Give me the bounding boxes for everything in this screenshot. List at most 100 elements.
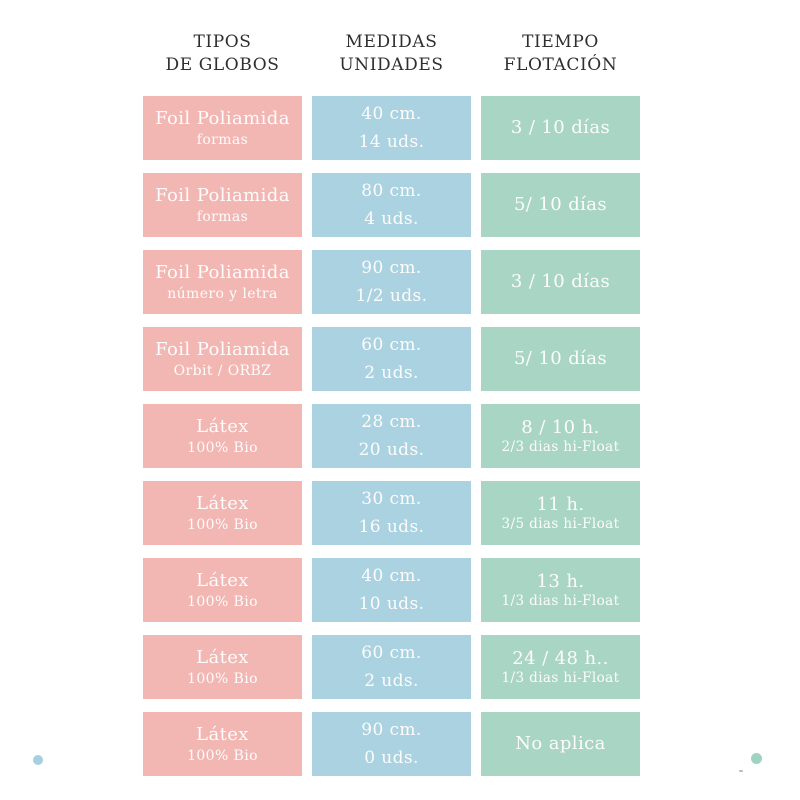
measure-size: 28 cm. [361, 411, 422, 432]
float-time-cell: 5/ 10 días [481, 173, 640, 237]
measure-units-cell: 90 cm. 1/2 uds. [312, 250, 471, 314]
measure-size: 80 cm. [361, 180, 422, 201]
column-header-tiempo-flotacion: TIEMPO FLOTACIÓN [481, 31, 640, 77]
float-time-cell: 3 / 10 días [481, 250, 640, 314]
float-time-main: 5/ 10 días [513, 348, 608, 370]
float-time-detail: 3/5 dias hi-Float [501, 515, 620, 532]
balloon-type-name: Látex [196, 493, 249, 515]
float-time-main: No aplica [515, 733, 606, 755]
measure-size: 90 cm. [361, 719, 422, 740]
float-time-detail: 1/3 dias hi-Float [501, 592, 620, 609]
measure-size: 30 cm. [361, 488, 422, 509]
table-row: Foil Poliamida formas 80 cm. 4 uds. 5/ 1… [143, 173, 640, 237]
table-body: Foil Poliamida formas 40 cm. 14 uds. 3 /… [143, 96, 640, 776]
measure-size: 60 cm. [361, 334, 422, 355]
balloon-type-name: Látex [196, 416, 249, 438]
balloon-type-subtype: 100% Bio [187, 747, 258, 764]
balloon-type-cell: Foil Poliamida número y letra [143, 250, 302, 314]
measure-size: 60 cm. [361, 642, 422, 663]
measure-size: 40 cm. [361, 565, 422, 586]
measure-units: 20 uds. [358, 440, 425, 460]
balloon-type-subtype: 100% Bio [187, 670, 258, 687]
float-time-cell: 8 / 10 h. 2/3 dias hi-Float [481, 404, 640, 468]
measure-units-cell: 28 cm. 20 uds. [312, 404, 471, 468]
float-time-cell: 24 / 48 h.. 1/3 dias hi-Float [481, 635, 640, 699]
column-header-line: TIPOS [193, 32, 252, 52]
measure-units-cell: 80 cm. 4 uds. [312, 173, 471, 237]
column-header-line: TIEMPO [522, 32, 599, 52]
measure-size: 90 cm. [361, 257, 422, 278]
measure-units: 0 uds. [364, 748, 419, 768]
float-time-detail: 2/3 dias hi-Float [501, 438, 620, 455]
table-row: Látex 100% Bio 30 cm. 16 uds. 11 h. 3/5 … [143, 481, 640, 545]
balloon-type-name: Foil Poliamida [155, 108, 290, 130]
float-time-cell: 11 h. 3/5 dias hi-Float [481, 481, 640, 545]
float-time-main: 5/ 10 días [513, 194, 608, 216]
float-time-cell: 3 / 10 días [481, 96, 640, 160]
table-row: Látex 100% Bio 90 cm. 0 uds. No aplica [143, 712, 640, 776]
float-time-main: 13 h. [536, 570, 585, 592]
float-time-cell: No aplica [481, 712, 640, 776]
column-header-line: MEDIDAS [345, 32, 438, 52]
decorative-speck [739, 770, 743, 772]
balloon-type-cell: Foil Poliamida formas [143, 173, 302, 237]
measure-units: 10 uds. [358, 594, 425, 614]
float-time-detail: 1/3 dias hi-Float [501, 669, 620, 686]
table-row: Látex 100% Bio 40 cm. 10 uds. 13 h. 1/3 … [143, 558, 640, 622]
table-row: Látex 100% Bio 60 cm. 2 uds. 24 / 48 h..… [143, 635, 640, 699]
balloon-type-subtype: 100% Bio [187, 439, 258, 456]
measure-units: 1/2 uds. [355, 286, 428, 306]
balloon-type-name: Látex [196, 724, 249, 746]
balloon-type-cell: Látex 100% Bio [143, 404, 302, 468]
balloon-type-cell: Látex 100% Bio [143, 481, 302, 545]
measure-units-cell: 60 cm. 2 uds. [312, 635, 471, 699]
measure-units-cell: 40 cm. 10 uds. [312, 558, 471, 622]
float-time-main: 3 / 10 días [510, 271, 611, 293]
measure-units-cell: 40 cm. 14 uds. [312, 96, 471, 160]
balloon-type-cell: Foil Poliamida Orbit / ORBZ [143, 327, 302, 391]
measure-size: 40 cm. [361, 103, 422, 124]
balloon-type-name: Foil Poliamida [155, 185, 290, 207]
measure-units-cell: 90 cm. 0 uds. [312, 712, 471, 776]
balloon-type-subtype: 100% Bio [187, 593, 258, 610]
measure-units-cell: 30 cm. 16 uds. [312, 481, 471, 545]
float-time-main: 11 h. [536, 493, 585, 515]
balloon-type-cell: Látex 100% Bio [143, 712, 302, 776]
table-row: Foil Poliamida número y letra 90 cm. 1/2… [143, 250, 640, 314]
float-time-main: 8 / 10 h. [521, 416, 600, 438]
balloon-type-cell: Látex 100% Bio [143, 635, 302, 699]
balloon-type-cell: Foil Poliamida formas [143, 96, 302, 160]
balloon-type-cell: Látex 100% Bio [143, 558, 302, 622]
balloon-type-subtype: formas [196, 208, 249, 225]
column-header-medidas-unidades: MEDIDAS UNIDADES [312, 31, 471, 77]
decorative-blue-dot [33, 755, 43, 765]
balloon-type-subtype: Orbit / ORBZ [173, 362, 272, 379]
balloon-type-subtype: 100% Bio [187, 516, 258, 533]
float-time-main: 3 / 10 días [510, 117, 611, 139]
column-header-line: UNIDADES [339, 54, 444, 75]
decorative-teal-dot [751, 753, 762, 764]
balloon-type-subtype: número y letra [167, 285, 278, 302]
float-time-cell: 5/ 10 días [481, 327, 640, 391]
float-time-main: 24 / 48 h.. [512, 647, 609, 669]
column-header-line: DE GLOBOS [165, 54, 280, 75]
measure-units: 2 uds. [364, 363, 419, 383]
measure-units: 16 uds. [358, 517, 425, 537]
table-row: Látex 100% Bio 28 cm. 20 uds. 8 / 10 h. … [143, 404, 640, 468]
balloon-type-subtype: formas [196, 131, 249, 148]
column-header-tipos-de-globos: TIPOS DE GLOBOS [143, 31, 302, 77]
table-row: Foil Poliamida formas 40 cm. 14 uds. 3 /… [143, 96, 640, 160]
table-row: Foil Poliamida Orbit / ORBZ 60 cm. 2 uds… [143, 327, 640, 391]
column-headers: TIPOS DE GLOBOS MEDIDAS UNIDADES TIEMPO … [143, 31, 640, 77]
balloon-type-name: Foil Poliamida [155, 262, 290, 284]
balloon-type-name: Foil Poliamida [155, 339, 290, 361]
balloon-type-name: Látex [196, 570, 249, 592]
float-time-cell: 13 h. 1/3 dias hi-Float [481, 558, 640, 622]
balloon-type-name: Látex [196, 647, 249, 669]
measure-units: 2 uds. [364, 671, 419, 691]
measure-units: 14 uds. [358, 132, 425, 152]
measure-units-cell: 60 cm. 2 uds. [312, 327, 471, 391]
column-header-line: FLOTACIÓN [503, 54, 618, 75]
measure-units: 4 uds. [364, 209, 419, 229]
